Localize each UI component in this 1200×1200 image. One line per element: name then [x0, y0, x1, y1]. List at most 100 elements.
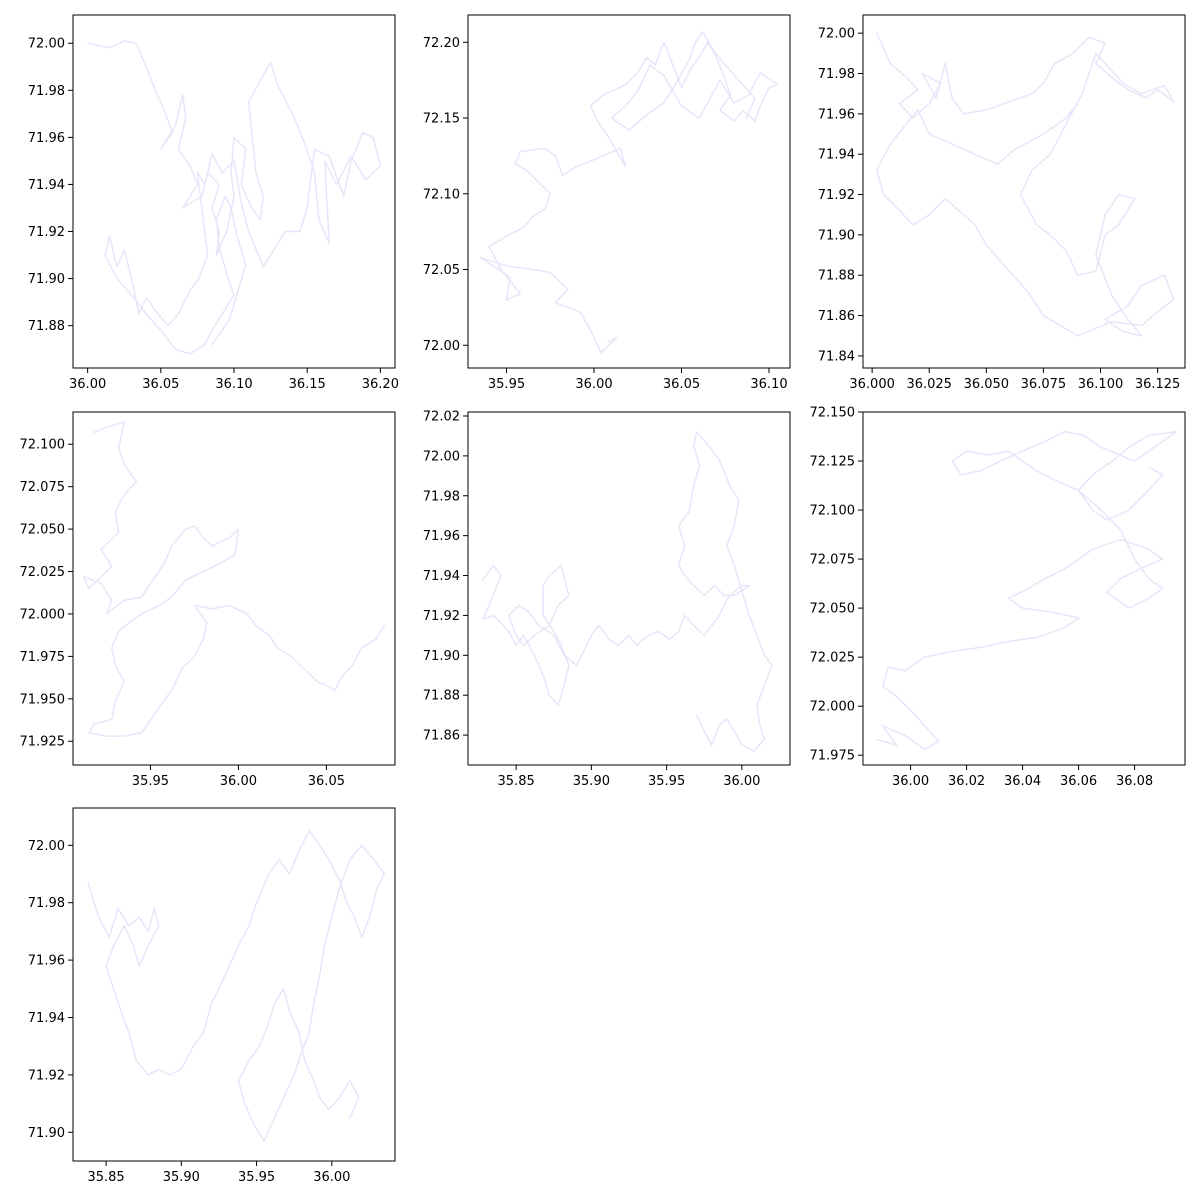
y-tick-label: 71.94	[28, 178, 65, 193]
y-tick-label: 71.92	[818, 188, 855, 203]
x-tick-label: 36.050	[964, 377, 1010, 392]
y-tick-label: 72.150	[810, 406, 856, 421]
x-tick-label: 35.95	[488, 377, 525, 392]
y-tick-label: 71.92	[28, 225, 65, 240]
y-tick-label: 72.00	[818, 27, 855, 42]
x-tick-label: 36.05	[308, 774, 345, 789]
y-tick-label: 72.100	[810, 504, 856, 519]
x-tick-label: 36.05	[663, 377, 700, 392]
y-tick-label: 71.975	[810, 749, 856, 764]
x-tick-label: 36.20	[362, 377, 399, 392]
subplot-2: 35.95 36.00 36.05 36.10 72.00 72.05 72.10 72.15…	[423, 14, 791, 392]
y-tick-label: 71.96	[28, 131, 65, 146]
x-tick-label: 36.00	[892, 774, 929, 789]
y-tick-label: 71.94	[818, 148, 855, 163]
y-tick-label: 72.100	[20, 438, 66, 453]
x-tick-label: 36.10	[750, 377, 787, 392]
series-line	[875, 32, 1175, 337]
series-line	[87, 830, 386, 1142]
axes-frame	[862, 411, 1186, 766]
y-tick-label: 71.86	[423, 729, 460, 744]
y-tick-label: 72.075	[810, 553, 856, 568]
axes-frame	[72, 807, 396, 1162]
x-tick-label: 36.00	[575, 377, 612, 392]
x-tick-label: 36.000	[849, 377, 895, 392]
x-tick-label: 36.15	[289, 377, 326, 392]
y-tick-label: 71.92	[423, 609, 460, 624]
x-tick-label: 36.08	[1116, 774, 1153, 789]
subplot-4: 35.95 36.00 36.05 71.925 71.950 71.975 72.000 7…	[20, 411, 396, 789]
subplot-3: 36.000 36.025 36.050 36.075 36.100 36.125 71.8…	[818, 14, 1186, 392]
y-tick-label: 71.90	[28, 1126, 65, 1141]
x-tick-label: 35.85	[87, 1170, 124, 1185]
x-tick-label: 35.95	[132, 774, 169, 789]
y-tick-label: 71.94	[28, 1011, 65, 1026]
x-tick-label: 35.90	[573, 774, 610, 789]
y-tick-label: 71.84	[818, 349, 855, 364]
x-tick-label: 35.85	[498, 774, 535, 789]
x-tick-label: 36.00	[220, 774, 257, 789]
y-tick-label: 72.000	[20, 607, 66, 622]
x-tick-label: 36.00	[313, 1170, 350, 1185]
y-tick-label: 72.00	[423, 339, 460, 354]
x-tick-label: 36.10	[215, 377, 252, 392]
y-tick-label: 72.00	[28, 37, 65, 52]
y-tick-label: 71.88	[28, 319, 65, 334]
y-tick-label: 71.96	[818, 107, 855, 122]
subplot-6: 36.00 36.02 36.04 36.06 36.08 71.975 72.000 72.…	[810, 406, 1186, 789]
x-tick-label: 36.00	[69, 377, 106, 392]
y-tick-label: 71.88	[818, 269, 855, 284]
y-tick-label: 71.96	[28, 954, 65, 969]
y-tick-label: 71.950	[20, 692, 66, 707]
x-tick-label: 35.90	[163, 1170, 200, 1185]
y-tick-label: 71.98	[423, 489, 460, 504]
y-tick-label: 71.925	[20, 735, 66, 750]
y-tick-label: 71.975	[20, 650, 66, 665]
y-tick-label: 71.86	[818, 309, 855, 324]
x-tick-label: 35.95	[238, 1170, 275, 1185]
y-tick-label: 72.10	[423, 187, 460, 202]
y-tick-label: 72.05	[423, 263, 460, 278]
series-line	[479, 30, 779, 354]
y-tick-label: 72.15	[423, 112, 460, 127]
x-tick-label: 36.06	[1060, 774, 1097, 789]
subplot-7: 35.85 35.90 35.95 36.00 71.90 71.92 71.94 71.96…	[28, 807, 396, 1185]
x-tick-label: 36.025	[906, 377, 952, 392]
series-line	[482, 431, 773, 752]
axes-frame	[862, 14, 1186, 369]
x-tick-label: 36.00	[723, 774, 760, 789]
axes-frame	[467, 14, 791, 369]
axes-frame	[72, 411, 396, 766]
subplot-1: 36.00 36.05 36.10 36.15 36.20 71.88 71.90 71.92…	[28, 14, 399, 392]
y-tick-label: 71.98	[28, 896, 65, 911]
y-tick-label: 71.92	[28, 1068, 65, 1083]
x-tick-label: 35.95	[648, 774, 685, 789]
x-tick-label: 36.04	[1004, 774, 1041, 789]
y-tick-label: 72.075	[20, 480, 66, 495]
y-tick-label: 72.025	[20, 565, 66, 580]
y-tick-label: 72.125	[810, 455, 856, 470]
series-line	[82, 421, 386, 737]
y-tick-label: 72.050	[20, 523, 66, 538]
x-tick-label: 36.02	[948, 774, 985, 789]
x-tick-label: 36.05	[142, 377, 179, 392]
axes-frame	[467, 411, 791, 766]
x-tick-label: 36.125	[1135, 377, 1181, 392]
y-tick-label: 71.94	[423, 569, 460, 584]
y-tick-label: 72.050	[810, 602, 856, 617]
y-tick-label: 71.90	[28, 272, 65, 287]
y-tick-label: 71.98	[28, 84, 65, 99]
y-tick-label: 72.00	[423, 449, 460, 464]
series-line	[876, 430, 1178, 751]
y-tick-label: 71.90	[818, 228, 855, 243]
y-tick-label: 71.90	[423, 649, 460, 664]
x-tick-label: 36.075	[1021, 377, 1067, 392]
x-tick-label: 36.100	[1078, 377, 1124, 392]
subplot-5: 35.85 35.90 35.95 36.00 71.86 71.88 71.90 71.92…	[423, 409, 791, 789]
y-tick-label: 71.96	[423, 529, 460, 544]
y-tick-label: 72.00	[28, 839, 65, 854]
y-tick-label: 72.000	[810, 700, 856, 715]
series-line	[86, 40, 382, 355]
y-tick-label: 72.02	[423, 409, 460, 424]
